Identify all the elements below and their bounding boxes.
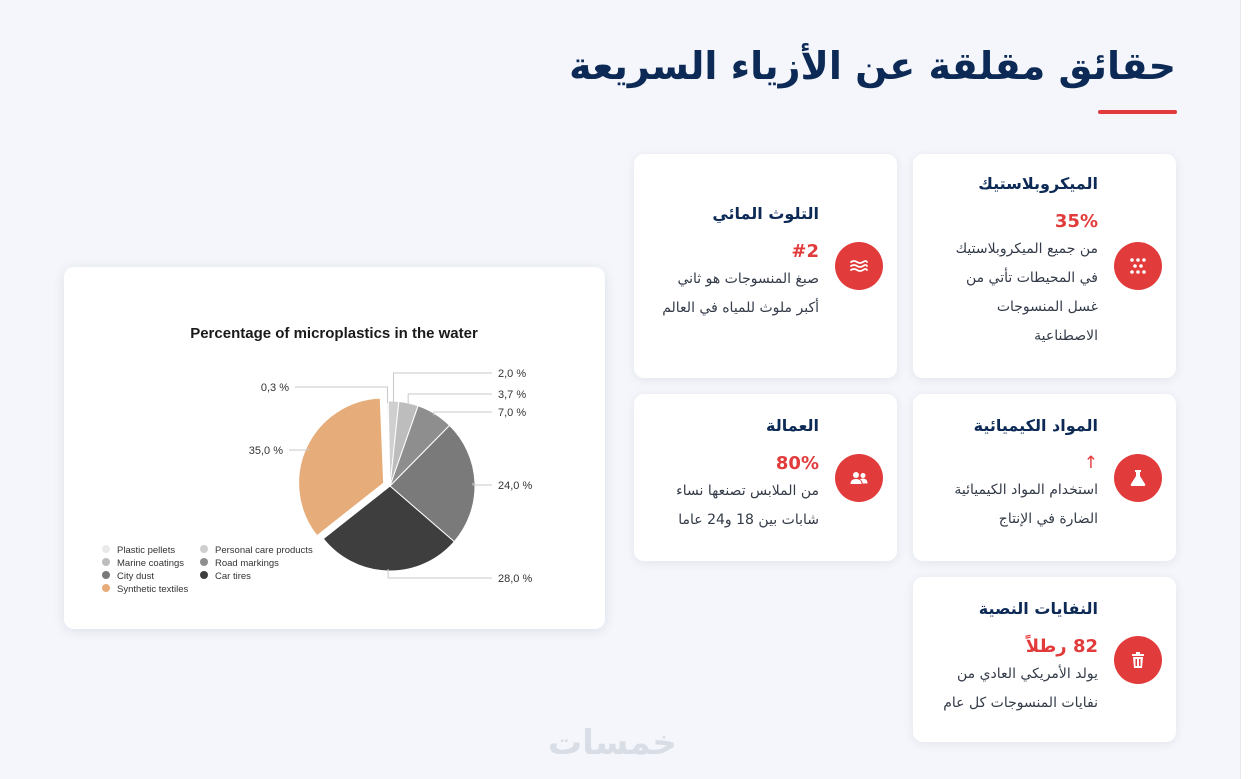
flask-icon (1114, 454, 1162, 502)
card-description: صبغ المنسوجات هو ثاني أكبر ملوث للمياه ف… (662, 271, 819, 316)
leader-line (433, 411, 492, 416)
pie-chart: Percentage of microplastics in the water… (102, 325, 532, 595)
card-textile-waste: النفايات النصية 82 رطلاً يولد الأمريكي ا… (913, 577, 1176, 742)
card-water-pollution: التلوث المائي #2 صبغ المنسوجات هو ثاني أ… (634, 154, 897, 378)
legend-swatch (102, 558, 110, 566)
card-title: النفايات النصية (978, 599, 1098, 618)
card-description: من جميع الميكروبلاستيك في المحيطات تأتي … (955, 241, 1098, 344)
legend-swatch (200, 571, 208, 579)
card-chemicals: المواد الكيميائية ↑ استخدام المواد الكيم… (913, 394, 1176, 561)
dots-pattern-icon (1114, 242, 1162, 290)
card-title: العمالة (766, 416, 819, 435)
pie-slice-synthetic-textiles (298, 397, 385, 537)
users-icon (835, 454, 883, 502)
legend-swatch (200, 545, 208, 553)
chart-card: Percentage of microplastics in the water… (64, 267, 605, 629)
data-label: 35,0 % (249, 445, 283, 457)
legend-label: Road markings (215, 558, 279, 569)
legend-label: Synthetic textiles (117, 584, 189, 595)
legend-swatch (102, 584, 110, 592)
water-waves-icon (835, 242, 883, 290)
data-label: 0,3 % (261, 382, 289, 394)
watermark-logo: خمسات (548, 723, 677, 763)
legend-label: Personal care products (215, 545, 313, 556)
card-description: من الملابس تصنعها نساء شابات بين 18 و24 … (676, 483, 819, 528)
card-labor: العمالة 80% من الملابس تصنعها نساء شابات… (634, 394, 897, 561)
pie-slice-city-dust (389, 424, 476, 543)
legend-swatch (102, 545, 110, 553)
card-stat: ↑ (1083, 453, 1098, 473)
legend-swatch (200, 558, 208, 566)
card-stat: #2 (791, 241, 819, 262)
data-label: 3,7 % (498, 389, 526, 401)
card-description: يولد الأمريكي العادي من نفايات المنسوجات… (943, 666, 1098, 711)
card-stat: 82 رطلاً (1025, 636, 1098, 657)
chart-title: Percentage of microplastics in the water (190, 325, 478, 342)
legend-swatch (102, 571, 110, 579)
leader-line (289, 448, 309, 451)
data-label: 2,0 % (498, 368, 526, 380)
data-label: 28,0 % (498, 573, 532, 585)
legend-label: City dust (117, 571, 154, 582)
card-title: الميكروبلاستيك (978, 174, 1098, 193)
data-label: 7,0 % (498, 407, 526, 419)
leader-line (387, 568, 492, 579)
leader-line (472, 482, 492, 486)
card-title: المواد الكيميائية (973, 416, 1098, 435)
legend-label: Plastic pellets (117, 545, 175, 556)
card-stat: 80% (775, 453, 819, 474)
card-stat: 35% (1054, 211, 1098, 232)
page-title: حقائق مقلقة عن الأزياء السريعة (569, 44, 1176, 88)
trash-icon (1114, 636, 1162, 684)
title-underline (1098, 110, 1177, 114)
card-description: استخدام المواد الكيميائية الضارة في الإن… (954, 482, 1098, 527)
data-label: 24,0 % (498, 480, 532, 492)
leader-line (295, 386, 388, 404)
leader-line (392, 372, 492, 404)
card-title: التلوث المائي (712, 204, 819, 223)
legend-label: Marine coatings (117, 558, 184, 569)
scrollbar-track[interactable] (1240, 0, 1254, 779)
card-microplastics: الميكروبلاستيك 35% من جميع الميكروبلاستي… (913, 154, 1176, 378)
legend-label: Car tires (215, 571, 251, 582)
leader-line (407, 393, 492, 406)
